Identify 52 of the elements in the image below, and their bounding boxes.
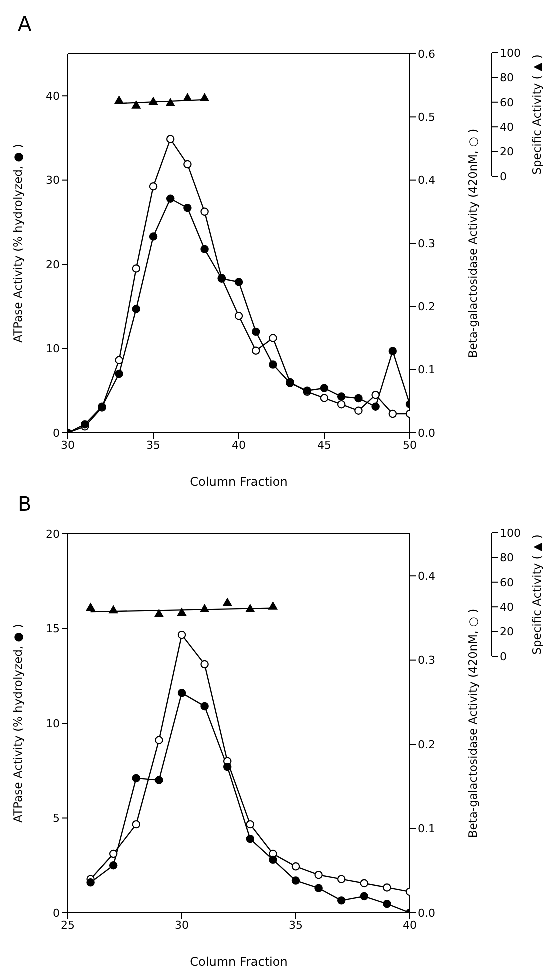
y3-tick-label: 40 (500, 601, 514, 614)
y3-tick-label: 80 (500, 72, 514, 85)
y-tick-label: 0 (53, 906, 60, 920)
y3-tick-label: 20 (500, 626, 514, 639)
x-tick-label: 25 (61, 918, 75, 932)
y-axis-title: ATPase Activity (% hydrolyzed, ● ) (11, 144, 26, 343)
y3-axis-title: Specific Activity ( ▲ ) (530, 54, 544, 175)
y2-tick-label: 0.2 (418, 738, 436, 752)
y-tick-label: 20 (46, 528, 60, 541)
y-tick-label: 5 (53, 812, 60, 826)
x-axis-title: Column Fraction (190, 955, 288, 969)
y3-tick-label: 80 (500, 552, 514, 565)
y3-tick-label: 60 (500, 96, 514, 110)
y2-tick-label: 0.0 (418, 906, 436, 920)
y2-tick-label: 0.6 (418, 48, 436, 61)
chart-title: A (18, 12, 32, 36)
y3-tick-label: 100 (500, 46, 521, 60)
y2-tick-label: 0.4 (418, 570, 436, 584)
y2-tick-label: 0.1 (418, 364, 436, 377)
y2-tick-label: 0.3 (418, 237, 436, 250)
x-tick-label: 45 (318, 438, 332, 452)
x-tick-label: 50 (403, 438, 417, 452)
y2-tick-label: 0.1 (418, 822, 436, 836)
y3-tick-label: 20 (500, 146, 514, 159)
y3-tick-label: 0 (500, 650, 507, 664)
y-tick-label: 10 (46, 717, 60, 730)
x-tick-label: 30 (175, 918, 189, 932)
y-tick-label: 0 (53, 426, 60, 440)
y2-tick-label: 0.4 (418, 174, 436, 188)
y2-tick-label: 0.3 (418, 654, 436, 668)
x-axis-title: Column Fraction (190, 475, 288, 489)
y3-tick-label: 40 (500, 121, 514, 134)
y3-tick-label: 100 (500, 526, 521, 540)
y3-tick-label: 0 (500, 170, 507, 184)
y2-axis-title: Beta-galactosidase Activity (420nM, ○ ) (466, 608, 480, 838)
y-tick-label: 40 (46, 90, 60, 104)
y2-tick-label: 0.5 (418, 111, 436, 124)
x-tick-label: 35 (289, 918, 303, 932)
x-tick-label: 35 (146, 438, 160, 452)
x-tick-label: 40 (403, 918, 417, 932)
y3-tick-label: 60 (500, 576, 514, 590)
y-tick-label: 10 (46, 342, 60, 356)
y2-tick-label: 0.0 (418, 426, 436, 440)
y-tick-label: 30 (46, 174, 60, 188)
x-tick-label: 40 (232, 438, 246, 452)
y-axis-title: ATPase Activity (% hydrolyzed, ● ) (11, 624, 26, 823)
y3-axis-title: Specific Activity ( ▲ ) (530, 534, 544, 655)
y-tick-label: 20 (46, 258, 60, 272)
y2-axis-title: Beta-galactosidase Activity (420nM, ○ ) (466, 128, 480, 358)
y-tick-label: 15 (46, 622, 60, 636)
chart-title: B (18, 492, 32, 516)
y2-tick-label: 0.2 (418, 300, 436, 314)
